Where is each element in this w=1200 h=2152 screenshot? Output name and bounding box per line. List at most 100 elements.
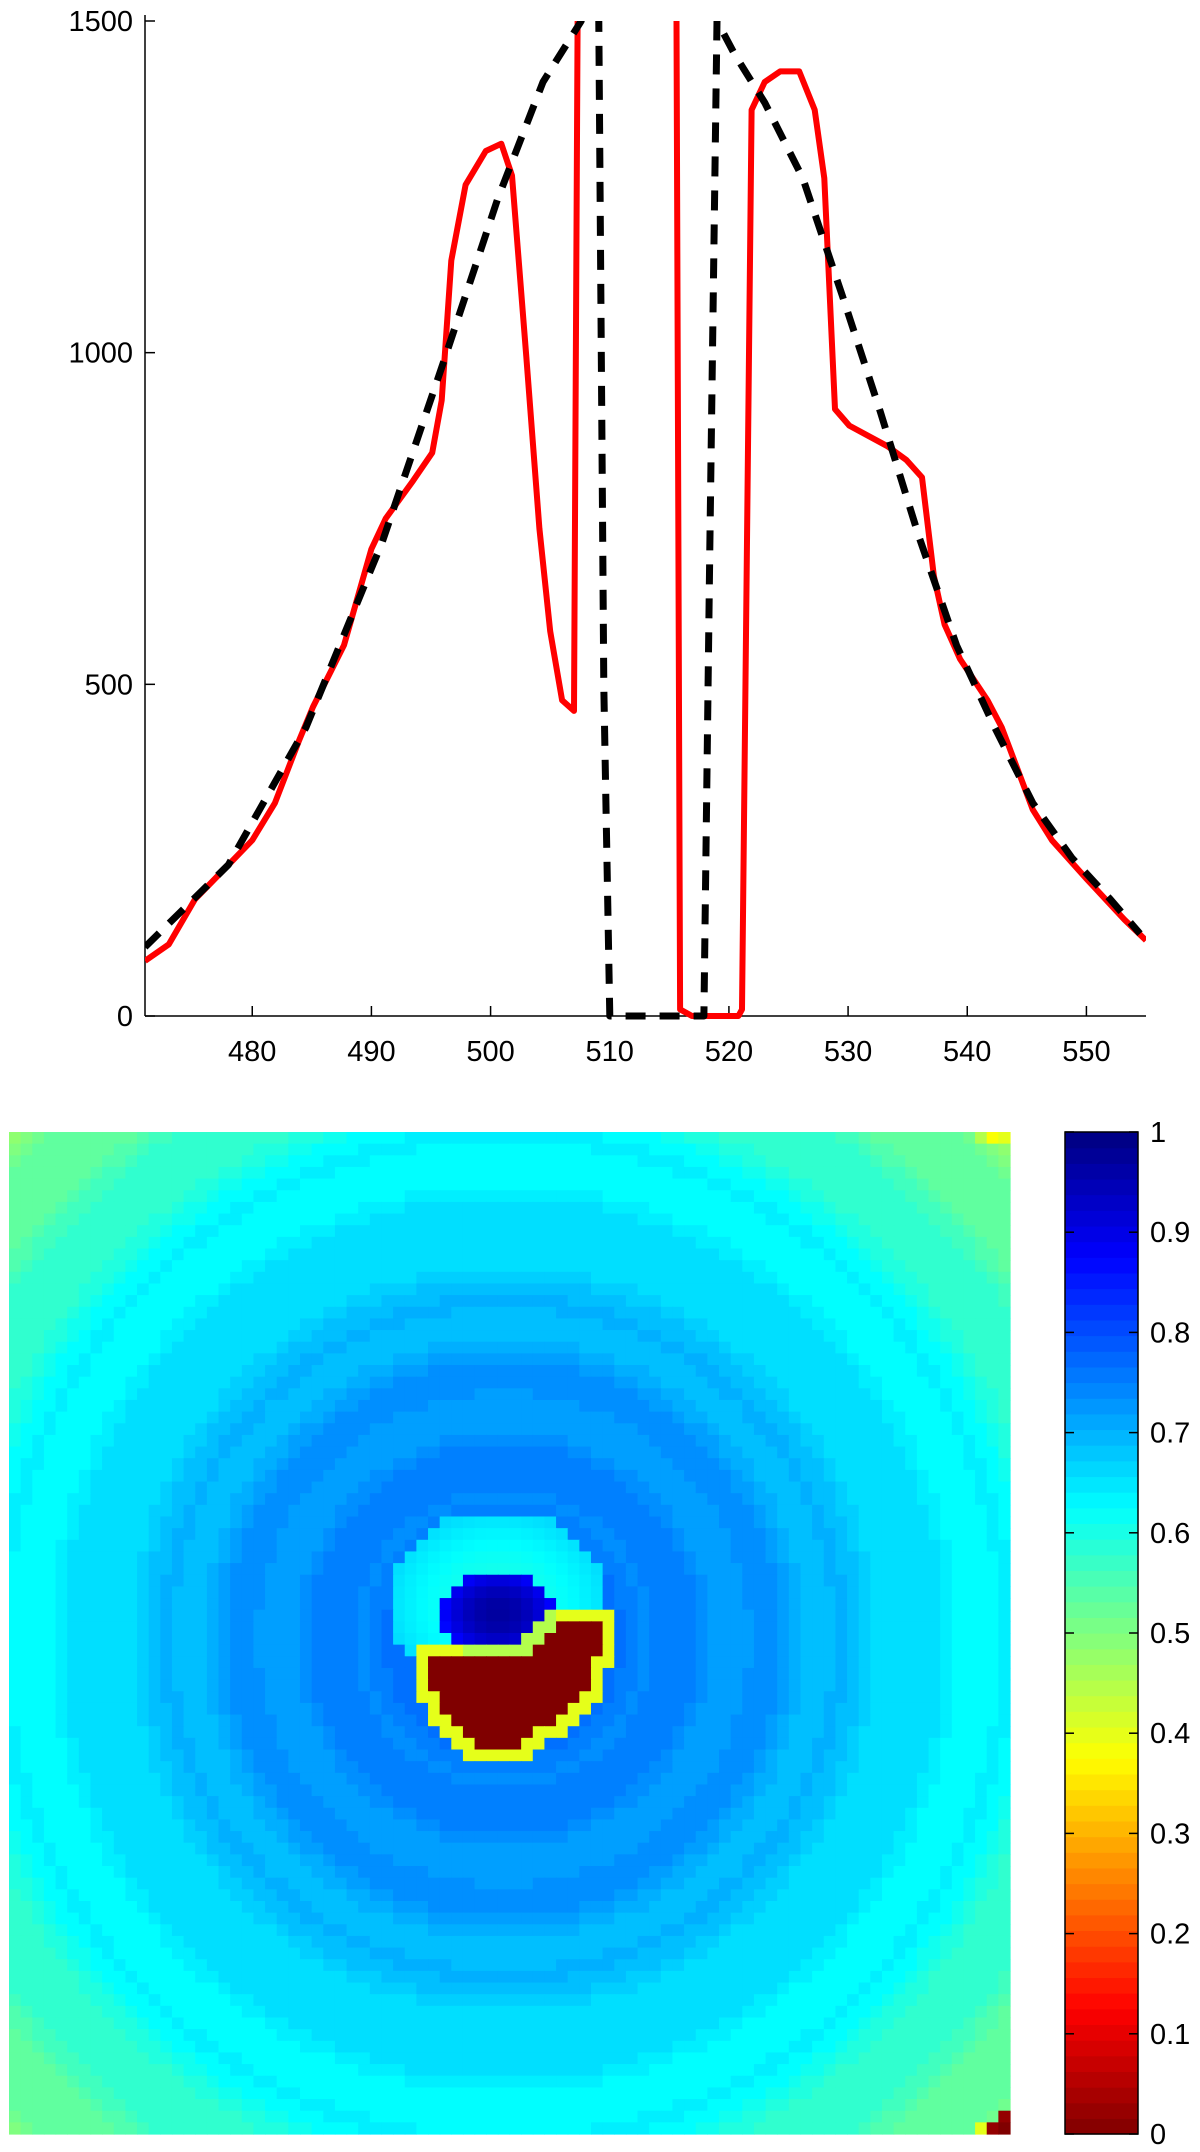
heatmap-cell <box>195 1679 208 1692</box>
heatmap-cell <box>590 1749 604 1762</box>
heatmap-cell <box>346 1446 359 1459</box>
heatmap-cell <box>113 1761 126 1774</box>
heatmap-cell <box>963 1260 976 1273</box>
heatmap-cell <box>474 1784 487 1797</box>
heatmap-cell <box>823 1143 837 1156</box>
heatmap-cell <box>218 1295 231 1308</box>
heatmap-cell <box>590 1458 604 1471</box>
heatmap-cell <box>195 1213 208 1226</box>
heatmap-cell <box>905 1143 918 1156</box>
heatmap-cell <box>858 1586 871 1599</box>
heatmap-cell <box>381 1784 394 1797</box>
heatmap-cell <box>590 1796 604 1809</box>
heatmap-cell <box>439 1644 452 1657</box>
heatmap-cell <box>299 1516 313 1529</box>
heatmap-cell <box>206 1551 220 1564</box>
heatmap-cell <box>998 1166 1011 1180</box>
heatmap-cell <box>881 1236 895 1250</box>
heatmap-cell <box>509 1132 522 1145</box>
heatmap-cell <box>870 1271 883 1285</box>
heatmap-cell <box>9 1528 22 1541</box>
heatmap-cell <box>742 1376 755 1389</box>
heatmap-cell <box>358 1796 371 1809</box>
heatmap-cell <box>823 1318 837 1331</box>
heatmap-cell <box>916 1330 930 1343</box>
heatmap-cell <box>358 1260 371 1273</box>
heatmap-cell <box>509 1796 522 1809</box>
heatmap-cell <box>32 1166 45 1180</box>
heatmap-cell <box>369 1714 383 1727</box>
heatmap-cell <box>823 1155 837 1168</box>
heatmap-cell <box>299 1178 313 1191</box>
heatmap-cell <box>637 1784 650 1797</box>
heatmap-cell <box>439 1539 452 1553</box>
heatmap-cell <box>695 1714 708 1727</box>
heatmap-cell <box>753 1796 767 1809</box>
heatmap-cell <box>916 1201 930 1215</box>
heatmap-cell <box>474 1609 487 1622</box>
heatmap-cell <box>963 1586 976 1599</box>
heatmap-cell <box>602 1656 615 1669</box>
heatmap-cell <box>67 1691 80 1704</box>
heatmap-cell <box>206 1458 220 1471</box>
heatmap-cell <box>800 1784 813 1797</box>
heatmap-cell <box>311 1213 324 1226</box>
heatmap-cell <box>590 1644 604 1657</box>
heatmap-cell <box>579 1761 592 1774</box>
heatmap-cell <box>55 1586 68 1599</box>
heatmap-cell <box>905 1248 918 1261</box>
heatmap-cell <box>113 1714 126 1727</box>
heatmap-cell <box>707 1667 720 1681</box>
heatmap-cell <box>265 1563 278 1576</box>
heatmap-cell <box>963 1399 976 1413</box>
heatmap-cell <box>276 1633 289 1646</box>
heatmap-cell <box>160 1306 173 1320</box>
heatmap-cell <box>358 1667 371 1681</box>
heatmap-cell <box>102 1201 115 1215</box>
heatmap-cell <box>241 1737 255 1751</box>
heatmap-cell <box>986 1493 999 1506</box>
heatmap-cell <box>940 1365 953 1378</box>
heatmap-cell <box>102 1353 115 1366</box>
heatmap-cell <box>102 1271 115 1285</box>
heatmap-cell <box>672 1458 685 1471</box>
heatmap-cell <box>346 1644 359 1657</box>
heatmap-cell <box>206 1598 220 1611</box>
heatmap-cell <box>404 1633 417 1646</box>
heatmap-cell <box>195 1528 208 1541</box>
heatmap-cell <box>311 1260 324 1273</box>
heatmap-cell <box>32 1143 45 1156</box>
heatmap-cell <box>241 1225 255 1238</box>
heatmap-cell <box>404 1656 417 1669</box>
heatmap-cell <box>288 1563 301 1576</box>
heatmap-cell <box>416 1423 429 1436</box>
heatmap-cell <box>404 1714 417 1727</box>
heatmap-cell <box>544 1667 557 1681</box>
heatmap-cell <box>55 1574 68 1587</box>
heatmap-cell <box>206 1353 220 1366</box>
heatmap-cell <box>521 1772 534 1786</box>
heatmap-cell <box>812 1318 825 1331</box>
heatmap-cell <box>625 1341 639 1354</box>
heatmap-cell <box>998 1423 1011 1436</box>
heatmap-cell <box>43 1598 57 1611</box>
heatmap-cell <box>870 1341 883 1354</box>
heatmap-cell <box>381 1796 394 1809</box>
heatmap-cell <box>171 1493 185 1506</box>
heatmap-cell <box>567 1609 580 1622</box>
heatmap-cell <box>288 1749 301 1762</box>
heatmap-cell <box>998 1574 1011 1587</box>
heatmap-cell <box>777 1143 790 1156</box>
heatmap-cell <box>43 1166 57 1180</box>
heatmap-cell <box>299 1598 313 1611</box>
heatmap-cell <box>602 1784 615 1797</box>
heatmap-cell <box>428 1772 441 1786</box>
heatmap-cell <box>777 1178 790 1191</box>
heatmap-cell <box>986 1213 999 1226</box>
heatmap-cell <box>567 1691 580 1704</box>
heatmap-cell <box>206 1469 220 1483</box>
heatmap-cell <box>428 1761 441 1774</box>
heatmap-cell <box>835 1213 848 1226</box>
heatmap-cell <box>893 1609 906 1622</box>
heatmap-cell <box>67 1796 80 1809</box>
